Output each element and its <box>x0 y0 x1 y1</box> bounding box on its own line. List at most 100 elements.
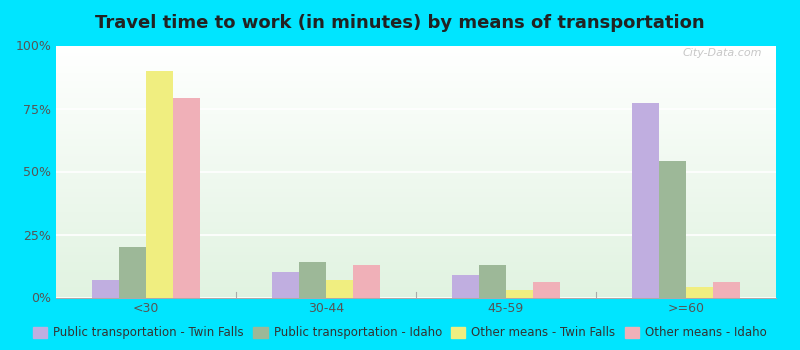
Bar <box>56 260 776 262</box>
Bar <box>56 116 776 119</box>
Bar <box>56 237 776 239</box>
Bar <box>56 293 776 295</box>
Bar <box>56 61 776 63</box>
Bar <box>56 227 776 230</box>
Bar <box>452 275 479 298</box>
Bar <box>56 161 776 164</box>
Bar <box>56 66 776 68</box>
Bar <box>56 174 776 176</box>
Bar <box>56 230 776 232</box>
Bar <box>56 187 776 189</box>
Bar <box>56 239 776 242</box>
Bar <box>56 73 776 76</box>
Legend: Public transportation - Twin Falls, Public transportation - Idaho, Other means -: Public transportation - Twin Falls, Publ… <box>29 322 771 344</box>
Bar <box>56 214 776 217</box>
Bar <box>56 83 776 86</box>
Bar <box>56 169 776 171</box>
Bar <box>56 282 776 285</box>
Bar <box>56 275 776 277</box>
Bar <box>56 164 776 167</box>
Bar <box>56 250 776 252</box>
Bar <box>686 287 713 298</box>
Bar <box>56 242 776 245</box>
Bar <box>56 113 776 116</box>
Bar <box>506 290 533 298</box>
Bar <box>56 207 776 209</box>
Bar <box>659 161 686 298</box>
Bar <box>713 282 740 298</box>
Bar <box>56 272 776 275</box>
Bar <box>56 111 776 113</box>
Bar <box>56 134 776 136</box>
Bar <box>272 272 299 298</box>
Bar <box>56 194 776 197</box>
Bar <box>56 71 776 73</box>
Bar <box>56 144 776 146</box>
Bar <box>56 93 776 96</box>
Bar <box>56 56 776 58</box>
Bar <box>56 199 776 202</box>
Bar <box>56 217 776 219</box>
Bar <box>56 219 776 222</box>
Bar <box>56 78 776 81</box>
Bar <box>56 257 776 260</box>
Bar <box>56 129 776 131</box>
Bar <box>56 136 776 139</box>
Bar <box>56 270 776 272</box>
Bar <box>56 234 776 237</box>
Bar <box>56 53 776 56</box>
Bar <box>92 280 119 298</box>
Bar <box>56 212 776 214</box>
Bar <box>56 167 776 169</box>
Bar <box>56 81 776 83</box>
Bar <box>56 68 776 71</box>
Bar <box>56 280 776 282</box>
Bar <box>56 88 776 91</box>
Bar <box>56 139 776 141</box>
Bar <box>146 71 173 297</box>
Bar <box>56 184 776 187</box>
Bar <box>56 108 776 111</box>
Bar <box>533 282 560 298</box>
Bar <box>56 106 776 108</box>
Bar <box>56 287 776 290</box>
Bar <box>56 224 776 227</box>
Text: Travel time to work (in minutes) by means of transportation: Travel time to work (in minutes) by mean… <box>95 14 705 32</box>
Bar <box>56 255 776 257</box>
Bar <box>56 182 776 184</box>
Bar <box>56 285 776 287</box>
Bar <box>56 267 776 270</box>
Bar <box>56 222 776 224</box>
Bar <box>326 280 353 298</box>
Bar <box>56 247 776 250</box>
Bar <box>56 204 776 207</box>
Text: City-Data.com: City-Data.com <box>682 48 762 58</box>
Bar <box>56 202 776 204</box>
Bar <box>56 151 776 154</box>
Bar <box>56 149 776 151</box>
Bar <box>56 159 776 161</box>
Bar <box>56 126 776 129</box>
Bar <box>56 245 776 247</box>
Bar <box>56 124 776 126</box>
Bar <box>56 96 776 98</box>
Bar <box>56 209 776 212</box>
Bar <box>56 131 776 134</box>
Bar <box>56 98 776 101</box>
Bar <box>56 154 776 156</box>
Bar <box>56 262 776 265</box>
Bar <box>56 146 776 149</box>
Bar <box>56 265 776 267</box>
Bar <box>56 76 776 78</box>
Bar <box>56 277 776 280</box>
Bar <box>632 104 659 298</box>
Bar <box>56 104 776 106</box>
Bar <box>56 141 776 144</box>
Bar <box>479 265 506 298</box>
Bar <box>56 121 776 124</box>
Bar <box>56 179 776 182</box>
Bar <box>56 176 776 179</box>
Bar <box>173 98 200 298</box>
Bar <box>56 58 776 61</box>
Bar <box>56 46 776 48</box>
